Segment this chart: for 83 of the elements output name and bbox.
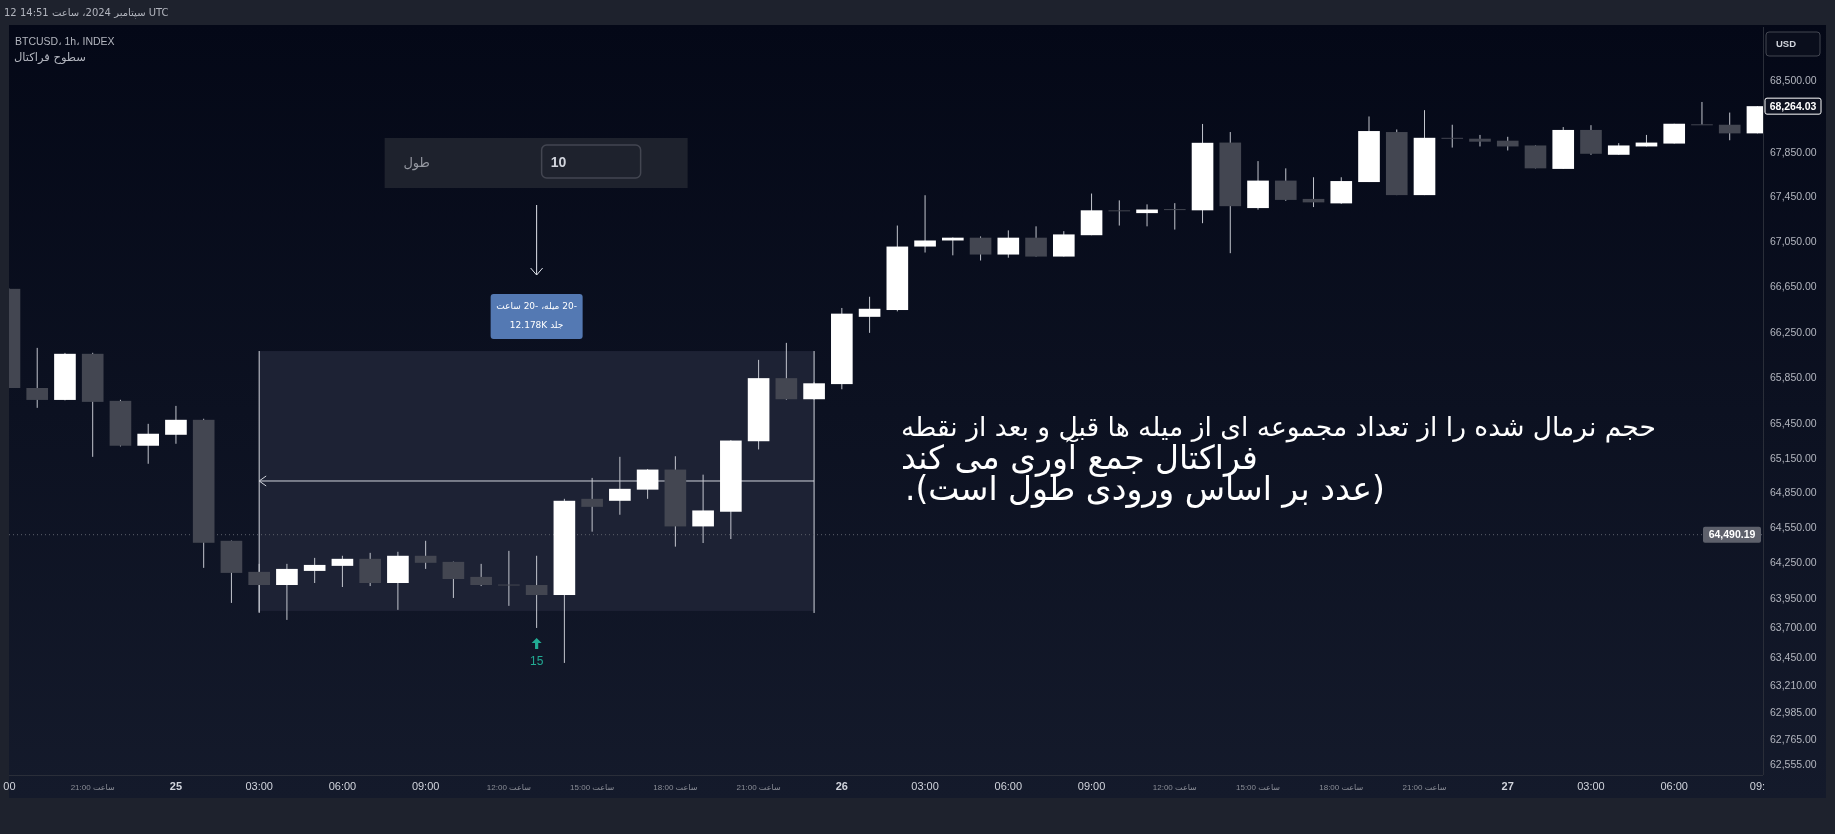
x-tick-label: 09:00 xyxy=(411,780,440,792)
candlestick xyxy=(442,561,465,599)
y-tick-label: 65,450.00 xyxy=(1770,417,1817,430)
candlestick xyxy=(525,555,548,629)
x-tick-label: 03:00 xyxy=(1577,780,1605,792)
candlestick xyxy=(692,474,714,544)
text: BTCUSD، 1h، INDEX xyxy=(15,35,115,47)
candlestick xyxy=(609,456,631,516)
y-tick-label: 67,850.00 xyxy=(1770,145,1817,158)
x-tick-label: 06:00 xyxy=(994,780,1023,792)
candlestick xyxy=(581,477,603,533)
candlestick xyxy=(1052,230,1075,258)
candlestick xyxy=(470,563,492,587)
y-tick-label: 68,500.00 xyxy=(1770,73,1817,86)
x-tick-label: 09: xyxy=(1749,780,1766,792)
x-tick-label: 06:00 xyxy=(328,780,357,792)
x-tick-label: 09:00 xyxy=(1077,780,1106,792)
candlestick xyxy=(858,296,881,334)
x-tick-label: ساعت 12:00 xyxy=(1152,783,1198,792)
y-tick-label: 64,250.00 xyxy=(1770,556,1817,569)
candlestick xyxy=(1330,176,1353,205)
candlestick xyxy=(414,540,437,570)
candlestick xyxy=(636,468,659,500)
text: USD xyxy=(1776,38,1797,50)
candlestick xyxy=(1718,112,1741,141)
text: سطوح فراکتال xyxy=(14,50,86,65)
y-tick-label: 67,050.00 xyxy=(1770,235,1817,248)
candlestick xyxy=(775,342,798,401)
annotation: طول xyxy=(403,154,430,171)
y-tick-label: 67,450.00 xyxy=(1770,190,1817,203)
candlestick xyxy=(165,405,187,445)
candlestick xyxy=(969,235,992,262)
candlestick xyxy=(26,347,49,409)
band-label: -20 میله، -20 ساعت جلد 12.178K xyxy=(496,301,577,331)
candlestick xyxy=(303,557,326,584)
candlestick xyxy=(1108,199,1131,227)
x-tick-label: ساعت 18:00 xyxy=(1319,783,1364,792)
y-tick-label: 63,700.00 xyxy=(1770,621,1817,634)
x-tick-label: 26 xyxy=(835,780,848,792)
candlestick xyxy=(1469,134,1491,147)
candlestick xyxy=(1274,167,1297,202)
candlestick xyxy=(914,194,936,254)
x-tick-label: 06:00 xyxy=(1660,780,1688,792)
y-tick-label: 63,210.00 xyxy=(1770,679,1817,692)
annotation: 15 xyxy=(529,654,544,669)
y-tick-label: 65,150.00 xyxy=(1770,451,1817,464)
x-tick-label: 03:00 xyxy=(911,780,939,792)
candlestick xyxy=(276,563,298,621)
candlestick xyxy=(1441,124,1464,149)
y-tick-label: 64,850.00 xyxy=(1770,486,1817,499)
x-tick-label: ساعت 21:00 xyxy=(70,783,115,792)
candlestick xyxy=(248,563,270,613)
y-tick-label: 66,250.00 xyxy=(1770,325,1817,338)
y-tick-label: 63,950.00 xyxy=(1770,591,1817,604)
y-tick-label: 62,985.00 xyxy=(1770,706,1817,719)
candlestick xyxy=(997,229,1020,259)
candlestick xyxy=(1163,202,1186,231)
x-tick-label: ساعت 21:00 xyxy=(1402,783,1447,792)
x-tick-label: 03:00 xyxy=(245,780,273,792)
candlestick xyxy=(137,423,160,465)
x-tick-label: ساعت 15:00 xyxy=(1236,783,1281,792)
y-tick-label: 64,550.00 xyxy=(1770,521,1817,534)
candlestick xyxy=(331,555,354,588)
candlestick xyxy=(1025,225,1047,258)
annotation: 10 xyxy=(550,153,567,170)
candlestick xyxy=(498,550,520,607)
y-tick-label: 66,650.00 xyxy=(1770,280,1817,293)
x-tick-label: ساعت 18:00 xyxy=(653,783,698,792)
y-tick-label: 63,450.00 xyxy=(1770,650,1817,663)
x-tick-label: ساعت 12:00 xyxy=(486,783,532,792)
ref-line-label: 64,490.19 xyxy=(1708,528,1756,541)
x-tick-label: 00 xyxy=(3,780,16,792)
x-tick-label: 25 xyxy=(169,780,183,792)
y-tick-label: 62,555.00 xyxy=(1770,757,1817,770)
y-tick-label: 65,850.00 xyxy=(1770,371,1817,384)
candlestick xyxy=(1580,124,1602,156)
text: 68,264.03 xyxy=(1769,99,1817,112)
y-tick-label: 62,765.00 xyxy=(1770,732,1817,745)
x-tick-label: ساعت 15:00 xyxy=(570,783,615,792)
x-tick-label: ساعت 21:00 xyxy=(736,783,781,792)
x-tick-label: 27 xyxy=(1501,780,1514,792)
text: 12 سپتامبر 2024، ساعت 14:51 UTC xyxy=(4,7,169,19)
candlestick xyxy=(1691,101,1713,126)
